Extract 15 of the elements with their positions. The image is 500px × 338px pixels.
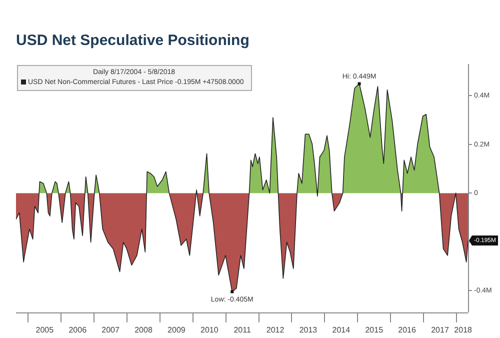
x-tick-label: 2017	[431, 325, 450, 334]
x-tick-label: 2014	[332, 325, 351, 334]
x-tick-label: 2012	[266, 325, 285, 334]
x-tick-label: 2013	[299, 325, 318, 334]
x-tick-label: 2009	[168, 325, 186, 334]
x-tick-label: 2018	[454, 325, 473, 334]
x-tick-label: 2010	[200, 325, 219, 334]
x-tick-label: 2007	[102, 325, 120, 334]
x-tick-label: 2016	[398, 325, 416, 334]
x-tick-label: 2015	[365, 325, 384, 334]
x-tick-label: 2011	[234, 325, 252, 334]
chart-title: USD Net Speculative Positioning	[16, 32, 250, 50]
x-tick-label: 2005	[36, 325, 54, 334]
x-tick-label: 2006	[68, 325, 88, 334]
x-tick-label: 2008	[134, 325, 153, 334]
